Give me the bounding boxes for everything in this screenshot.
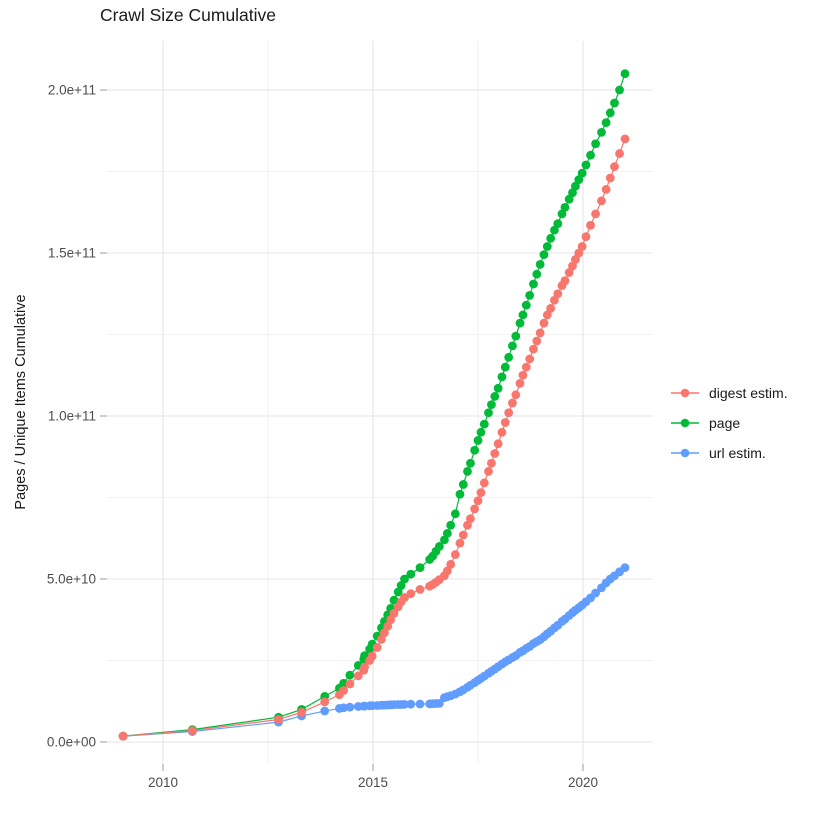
- legend-item-url: url estim.: [670, 438, 788, 468]
- axis-tick-labels: 2010 2015 2020 0.0e+00 5.0e+10 1.0e+11 1.5e+11…: [47, 83, 598, 791]
- svg-text:5.0e+10: 5.0e+10: [47, 572, 96, 587]
- legend-label-url: url estim.: [709, 445, 766, 461]
- legend-label-digest: digest estim.: [709, 385, 788, 401]
- svg-text:0.0e+00: 0.0e+00: [47, 735, 96, 750]
- legend-item-digest: digest estim.: [670, 378, 788, 408]
- grid-minor-lines: [107, 41, 653, 764]
- data-series-points: [118, 69, 630, 741]
- legend-item-page: page: [670, 408, 788, 438]
- legend-label-page: page: [709, 415, 741, 431]
- svg-text:1.5e+11: 1.5e+11: [48, 246, 96, 261]
- svg-text:2010: 2010: [148, 775, 178, 790]
- svg-text:2020: 2020: [568, 775, 598, 790]
- svg-text:1.0e+11: 1.0e+11: [48, 409, 96, 424]
- svg-text:2015: 2015: [358, 775, 388, 790]
- legend-key-url-icon: [671, 448, 699, 458]
- legend-key-digest-icon: [671, 388, 699, 398]
- legend-key-page-icon: [671, 418, 699, 428]
- chart-title: Crawl Size Cumulative: [100, 5, 277, 25]
- legend: digest estim. page url estim.: [670, 378, 788, 468]
- svg-text:2.0e+11: 2.0e+11: [48, 83, 96, 98]
- axis-ticks: [100, 89, 584, 771]
- grid-major-lines: [107, 41, 653, 764]
